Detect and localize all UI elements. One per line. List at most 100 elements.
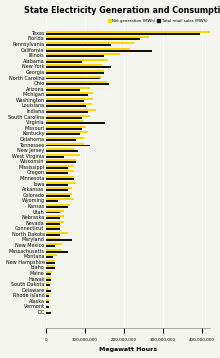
Bar: [46, 288, 48, 290]
Bar: [46, 262, 55, 264]
Bar: [46, 293, 49, 295]
Bar: [46, 282, 50, 284]
Bar: [46, 170, 74, 173]
Bar: [46, 195, 70, 197]
Bar: [46, 139, 76, 141]
Bar: [46, 137, 84, 139]
Bar: [46, 265, 55, 267]
Bar: [46, 150, 78, 152]
Bar: [46, 204, 70, 206]
Bar: [46, 284, 50, 286]
Bar: [46, 37, 149, 38]
Bar: [46, 76, 101, 78]
Bar: [46, 198, 74, 200]
Bar: [46, 89, 80, 91]
Bar: [46, 78, 100, 79]
Bar: [46, 187, 72, 189]
Bar: [46, 279, 51, 281]
Bar: [46, 115, 90, 117]
Bar: [46, 31, 220, 33]
Bar: [46, 221, 64, 223]
Bar: [46, 299, 49, 301]
Bar: [46, 131, 88, 133]
Bar: [46, 209, 64, 212]
Bar: [46, 232, 68, 234]
Bar: [46, 193, 72, 195]
Bar: [46, 83, 109, 85]
Bar: [46, 100, 84, 102]
Bar: [46, 81, 108, 83]
Bar: [46, 98, 94, 100]
Bar: [46, 103, 92, 106]
Bar: [46, 38, 140, 40]
Bar: [46, 295, 50, 297]
Bar: [46, 217, 60, 219]
Bar: [46, 66, 111, 68]
Bar: [46, 72, 104, 74]
Bar: [46, 106, 86, 107]
Bar: [46, 122, 105, 124]
Bar: [46, 249, 62, 251]
Bar: [46, 94, 88, 96]
Bar: [46, 42, 134, 44]
Bar: [46, 156, 64, 158]
Bar: [46, 92, 94, 94]
Bar: [46, 312, 51, 314]
Bar: [46, 176, 74, 178]
Bar: [46, 120, 83, 122]
Bar: [46, 277, 51, 279]
Bar: [46, 44, 111, 46]
Bar: [46, 182, 76, 184]
Bar: [46, 267, 55, 269]
Bar: [46, 145, 90, 146]
Bar: [46, 48, 130, 50]
Bar: [46, 271, 52, 273]
Bar: [46, 70, 104, 72]
Bar: [46, 173, 68, 174]
Bar: [46, 240, 72, 241]
Bar: [46, 167, 68, 169]
Title: State Electricity Generation and Consumption: State Electricity Generation and Consump…: [24, 6, 220, 15]
Bar: [46, 111, 88, 113]
Bar: [46, 184, 68, 185]
Bar: [46, 148, 74, 150]
Bar: [46, 237, 60, 240]
Bar: [46, 223, 60, 225]
Bar: [46, 50, 152, 52]
Bar: [46, 59, 108, 61]
Bar: [46, 159, 76, 161]
Bar: [46, 109, 96, 111]
Bar: [46, 306, 49, 309]
Bar: [46, 301, 49, 303]
Bar: [46, 128, 82, 130]
Bar: [46, 53, 120, 55]
Bar: [46, 55, 104, 57]
Bar: [46, 87, 90, 89]
Bar: [46, 228, 60, 230]
Bar: [46, 305, 49, 306]
Bar: [46, 206, 68, 208]
Bar: [46, 243, 62, 245]
Bar: [46, 200, 59, 202]
Bar: [46, 178, 74, 180]
Bar: [46, 142, 84, 145]
Bar: [46, 251, 68, 253]
Bar: [46, 256, 53, 258]
Bar: [46, 234, 60, 236]
X-axis label: Megawatt Hours: Megawatt Hours: [99, 348, 157, 352]
Bar: [46, 126, 86, 128]
Bar: [46, 133, 80, 135]
Bar: [46, 245, 55, 247]
Bar: [46, 215, 64, 217]
Bar: [46, 189, 68, 191]
Bar: [46, 226, 60, 228]
Bar: [46, 64, 103, 66]
Legend: Net generation (MWh), Total retail sales (MWh): Net generation (MWh), Total retail sales…: [108, 19, 208, 23]
Bar: [46, 260, 55, 262]
Bar: [46, 117, 82, 118]
Bar: [46, 254, 57, 256]
Bar: [46, 273, 51, 275]
Bar: [46, 33, 200, 35]
Bar: [46, 154, 80, 156]
Bar: [46, 61, 82, 63]
